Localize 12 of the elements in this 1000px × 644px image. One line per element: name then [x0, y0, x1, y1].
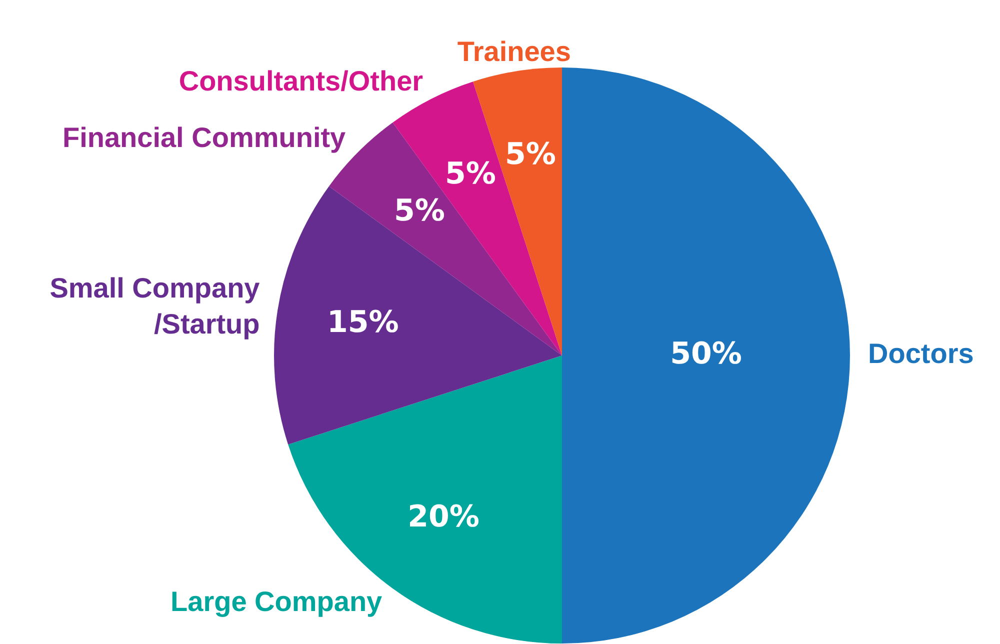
slice-label: Financial Community — [62, 122, 346, 153]
data-label: 20% — [408, 499, 480, 534]
data-label: 50% — [670, 336, 742, 372]
data-label: 5% — [445, 156, 496, 192]
data-label: 5% — [504, 137, 556, 172]
slice-label: Trainees — [457, 36, 571, 67]
data-label: 15% — [326, 304, 399, 340]
slice-label: Consultants/Other — [178, 66, 424, 97]
slice-label: Large Company — [170, 586, 383, 617]
slice-label: Doctors — [868, 338, 974, 370]
data-label: 5% — [394, 194, 445, 229]
slice-label: Small Company /Startup — [50, 272, 260, 340]
